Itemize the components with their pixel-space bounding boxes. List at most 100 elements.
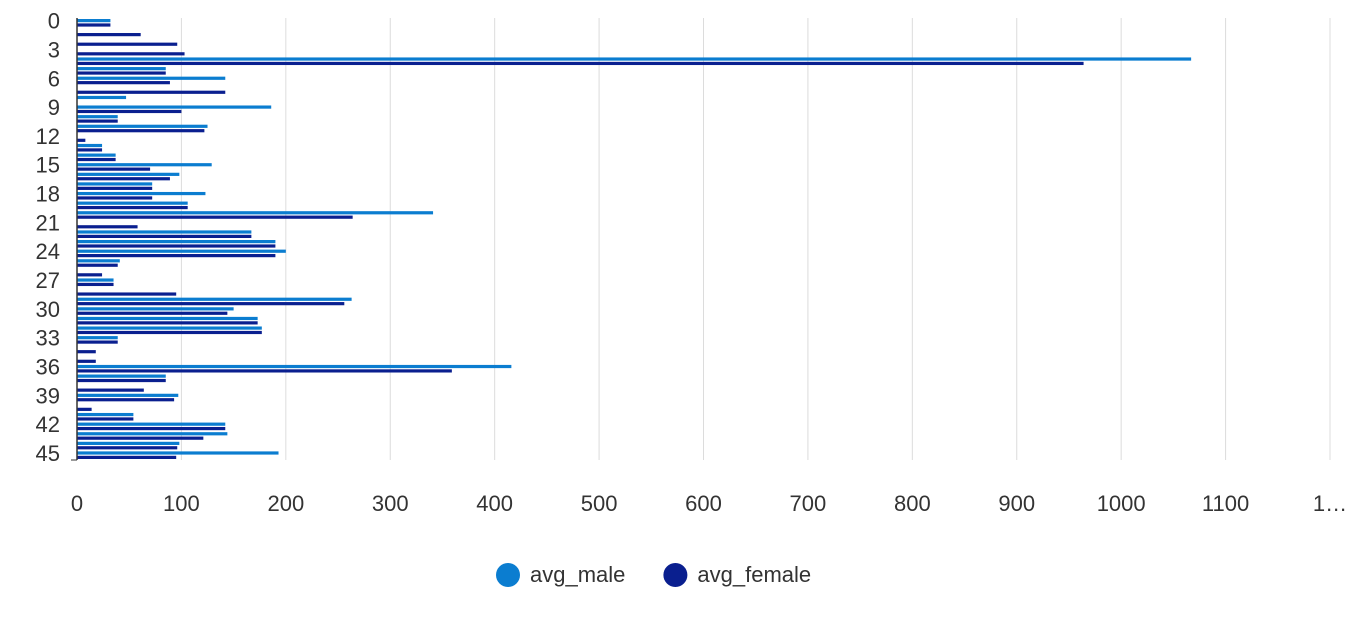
bar [77,364,512,369]
legend-marker [663,563,688,587]
bar [77,138,86,142]
bar [77,172,180,176]
bar [77,297,352,301]
legend-marker [496,563,520,587]
x-tick-label: 900 [998,491,1035,516]
x-tick-label: 100 [163,491,200,516]
bar [77,186,153,190]
bar [77,451,279,455]
bar [77,42,178,46]
bar [77,129,205,133]
bar [77,374,166,378]
bar [77,119,118,123]
bar [77,321,258,325]
bar [77,292,177,296]
bar [77,369,452,373]
bar [77,19,111,23]
bar [77,336,118,340]
bar [77,422,226,426]
bar [77,23,111,27]
legend-label: avg_male [530,562,625,587]
bar [77,163,212,167]
bar [77,412,134,417]
y-tick-label: 24 [36,239,60,264]
bar [77,259,120,263]
y-tick-label: 33 [36,326,60,351]
x-tick-label: 1100 [1202,491,1249,516]
x-tick-label: 800 [894,491,931,516]
bar [77,143,103,148]
x-tick-label: 500 [581,491,618,516]
x-tick-label: 0 [71,491,83,516]
bar [77,426,226,431]
bar [77,90,226,94]
y-tick-label: 15 [36,153,60,178]
y-tick-label: 45 [36,441,60,466]
bar [77,330,262,335]
bar [77,234,252,238]
bar [77,167,151,171]
bar [77,215,353,219]
bar [77,249,286,253]
bar [77,350,96,354]
bar [77,282,114,287]
bar [77,115,118,119]
y-tick-label: 18 [36,182,60,207]
bar [77,316,258,321]
bar [77,61,1084,66]
bar [77,67,166,71]
bar [77,33,141,37]
y-tick-label: 12 [36,124,60,149]
y-tick-label: 39 [36,383,60,408]
bar [77,326,262,330]
bar [77,230,252,234]
legend-label: avg_female [697,562,811,587]
x-tick-label: 300 [372,491,409,516]
bar [77,311,228,315]
x-tick-label: 700 [790,491,827,516]
bar [77,240,276,244]
x-tick-label: 600 [685,491,722,516]
bar [77,148,103,152]
x-tick-label: 1… [1313,491,1347,516]
y-tick-label: 6 [48,66,60,91]
bar [77,196,153,200]
bar [77,153,116,157]
bar [77,278,114,282]
y-tick-label: 21 [36,210,60,235]
y-tick-label: 9 [48,95,60,120]
x-tick-label: 1000 [1097,491,1146,516]
bar [77,124,208,128]
y-tick-label: 42 [36,412,60,437]
bar [77,388,144,392]
y-tick-label: 0 [48,9,60,34]
bar [77,71,166,75]
bar [77,263,118,267]
bar [77,105,272,109]
bar [77,205,188,210]
bar [77,446,178,450]
bar [77,225,138,229]
bar [77,455,177,459]
bar [77,157,116,162]
bar [77,95,127,100]
y-tick-label: 3 [48,37,60,62]
bar [77,302,345,306]
x-tick-label: 400 [476,491,513,516]
bar [77,191,206,196]
bar [77,441,180,445]
x-tick-label: 200 [267,491,304,516]
y-tick-label: 27 [36,268,60,293]
bar [77,81,170,85]
bar [77,432,228,436]
bar [77,393,179,397]
bar [77,182,153,186]
bar [77,52,185,56]
bar [77,407,92,411]
bar [77,254,276,258]
y-tick-label: 36 [36,355,60,380]
bar [77,244,276,248]
y-tick-label: 30 [36,297,60,322]
bar [77,307,234,311]
